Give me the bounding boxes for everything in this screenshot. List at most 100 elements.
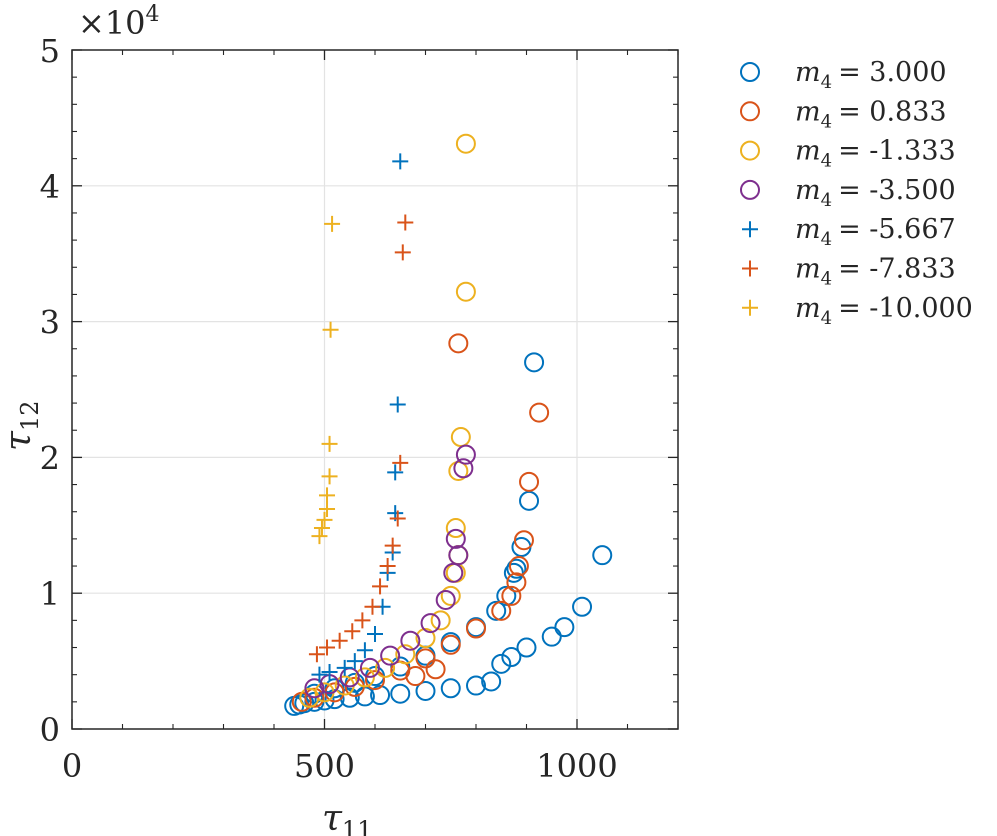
data-point [443, 562, 464, 583]
data-point [453, 458, 474, 479]
data-point [466, 675, 486, 696]
legend-item: m4 = -1.333 [740, 136, 956, 172]
data-point [503, 562, 524, 583]
data-point [389, 396, 406, 413]
y-exponent-power: 4 [146, 2, 160, 27]
data-point [448, 545, 469, 566]
data-point [321, 435, 338, 452]
data-point [425, 659, 446, 680]
y-tick-label: 1 [40, 575, 60, 613]
legend-marker [740, 179, 760, 200]
data-point [336, 659, 353, 676]
data-point [486, 600, 507, 621]
data-point [508, 556, 529, 577]
data-point [529, 402, 550, 423]
y-axis-title-sub: 12 [16, 401, 44, 432]
data-point [319, 487, 336, 504]
data-point [572, 596, 593, 617]
x-tick-label: 500 [294, 747, 355, 785]
data-point [344, 623, 361, 640]
data-point [448, 333, 469, 354]
x-axis-title: τ11 [322, 798, 372, 836]
data-point [379, 558, 396, 575]
data-point [372, 578, 389, 595]
data-point [491, 600, 512, 621]
legend-marker [742, 260, 758, 277]
data-point [455, 133, 476, 154]
legend-marker [742, 221, 758, 238]
legend-item: m4 = -7.833 [742, 254, 956, 290]
data-point [430, 610, 451, 631]
legend-item: m4 = -5.667 [742, 214, 956, 250]
data-point [392, 454, 409, 471]
data-point [519, 471, 540, 492]
data-point [370, 685, 391, 706]
data-point [481, 671, 502, 692]
data-point [420, 613, 441, 634]
legend-item: m4 = -10.000 [742, 293, 973, 329]
legend-item: m4 = -3.500 [740, 175, 956, 211]
data-point [440, 678, 461, 699]
legend-marker [742, 299, 758, 316]
legend-item: m4 = 0.833 [740, 96, 947, 132]
data-point [415, 628, 436, 649]
data-point [397, 214, 414, 231]
legend-label: m4 = -7.833 [795, 254, 956, 290]
data-point [541, 626, 562, 647]
y-axis-title: τ12 [0, 401, 44, 451]
data-point [435, 589, 456, 610]
legend-marker [740, 140, 760, 161]
x-tick-label: 0 [62, 747, 82, 785]
data-point [387, 464, 404, 481]
legend-item: m4 = 3.000 [740, 57, 947, 93]
x-axis-title-sub: 11 [342, 816, 373, 836]
legend-marker [740, 101, 760, 122]
data-point [394, 244, 411, 261]
data-point [324, 689, 345, 710]
data-point [321, 468, 338, 485]
series-5 [311, 153, 409, 683]
data-point [554, 617, 575, 638]
data-point [304, 678, 325, 699]
y-tick-label: 4 [40, 168, 60, 206]
data-point [359, 657, 380, 678]
data-point [400, 630, 421, 651]
legend-label: m4 = 3.000 [795, 57, 947, 93]
y-tick-label: 3 [40, 304, 60, 342]
data-point [354, 612, 371, 629]
legend-label: m4 = -10.000 [795, 293, 973, 329]
data-point [415, 680, 436, 701]
data-point [316, 511, 333, 528]
series-2 [291, 333, 550, 712]
legend-marker [740, 62, 760, 82]
data-point [466, 618, 486, 639]
data-point [354, 667, 375, 688]
data-point [380, 645, 401, 666]
data-point [313, 520, 330, 537]
data-point [415, 648, 436, 669]
data-point [367, 625, 383, 642]
legend-label: m4 = 0.833 [795, 96, 947, 132]
data-point [364, 598, 381, 615]
data-point [445, 528, 466, 549]
data-point [519, 490, 540, 511]
data-point [390, 683, 411, 704]
data-point [365, 670, 385, 691]
data-point [496, 585, 517, 606]
series-3 [299, 133, 476, 708]
data-point [455, 281, 476, 302]
data-point [319, 639, 336, 656]
data-point [491, 653, 512, 674]
grid-lines [71, 50, 678, 729]
data-point [513, 530, 534, 551]
data-point [322, 321, 339, 338]
y-tick-label: 2 [40, 439, 60, 477]
series-6 [308, 214, 414, 663]
series-4 [304, 444, 476, 699]
data-point [501, 647, 522, 668]
data-point [308, 646, 325, 663]
data-point [304, 687, 325, 708]
data-point [392, 153, 409, 170]
